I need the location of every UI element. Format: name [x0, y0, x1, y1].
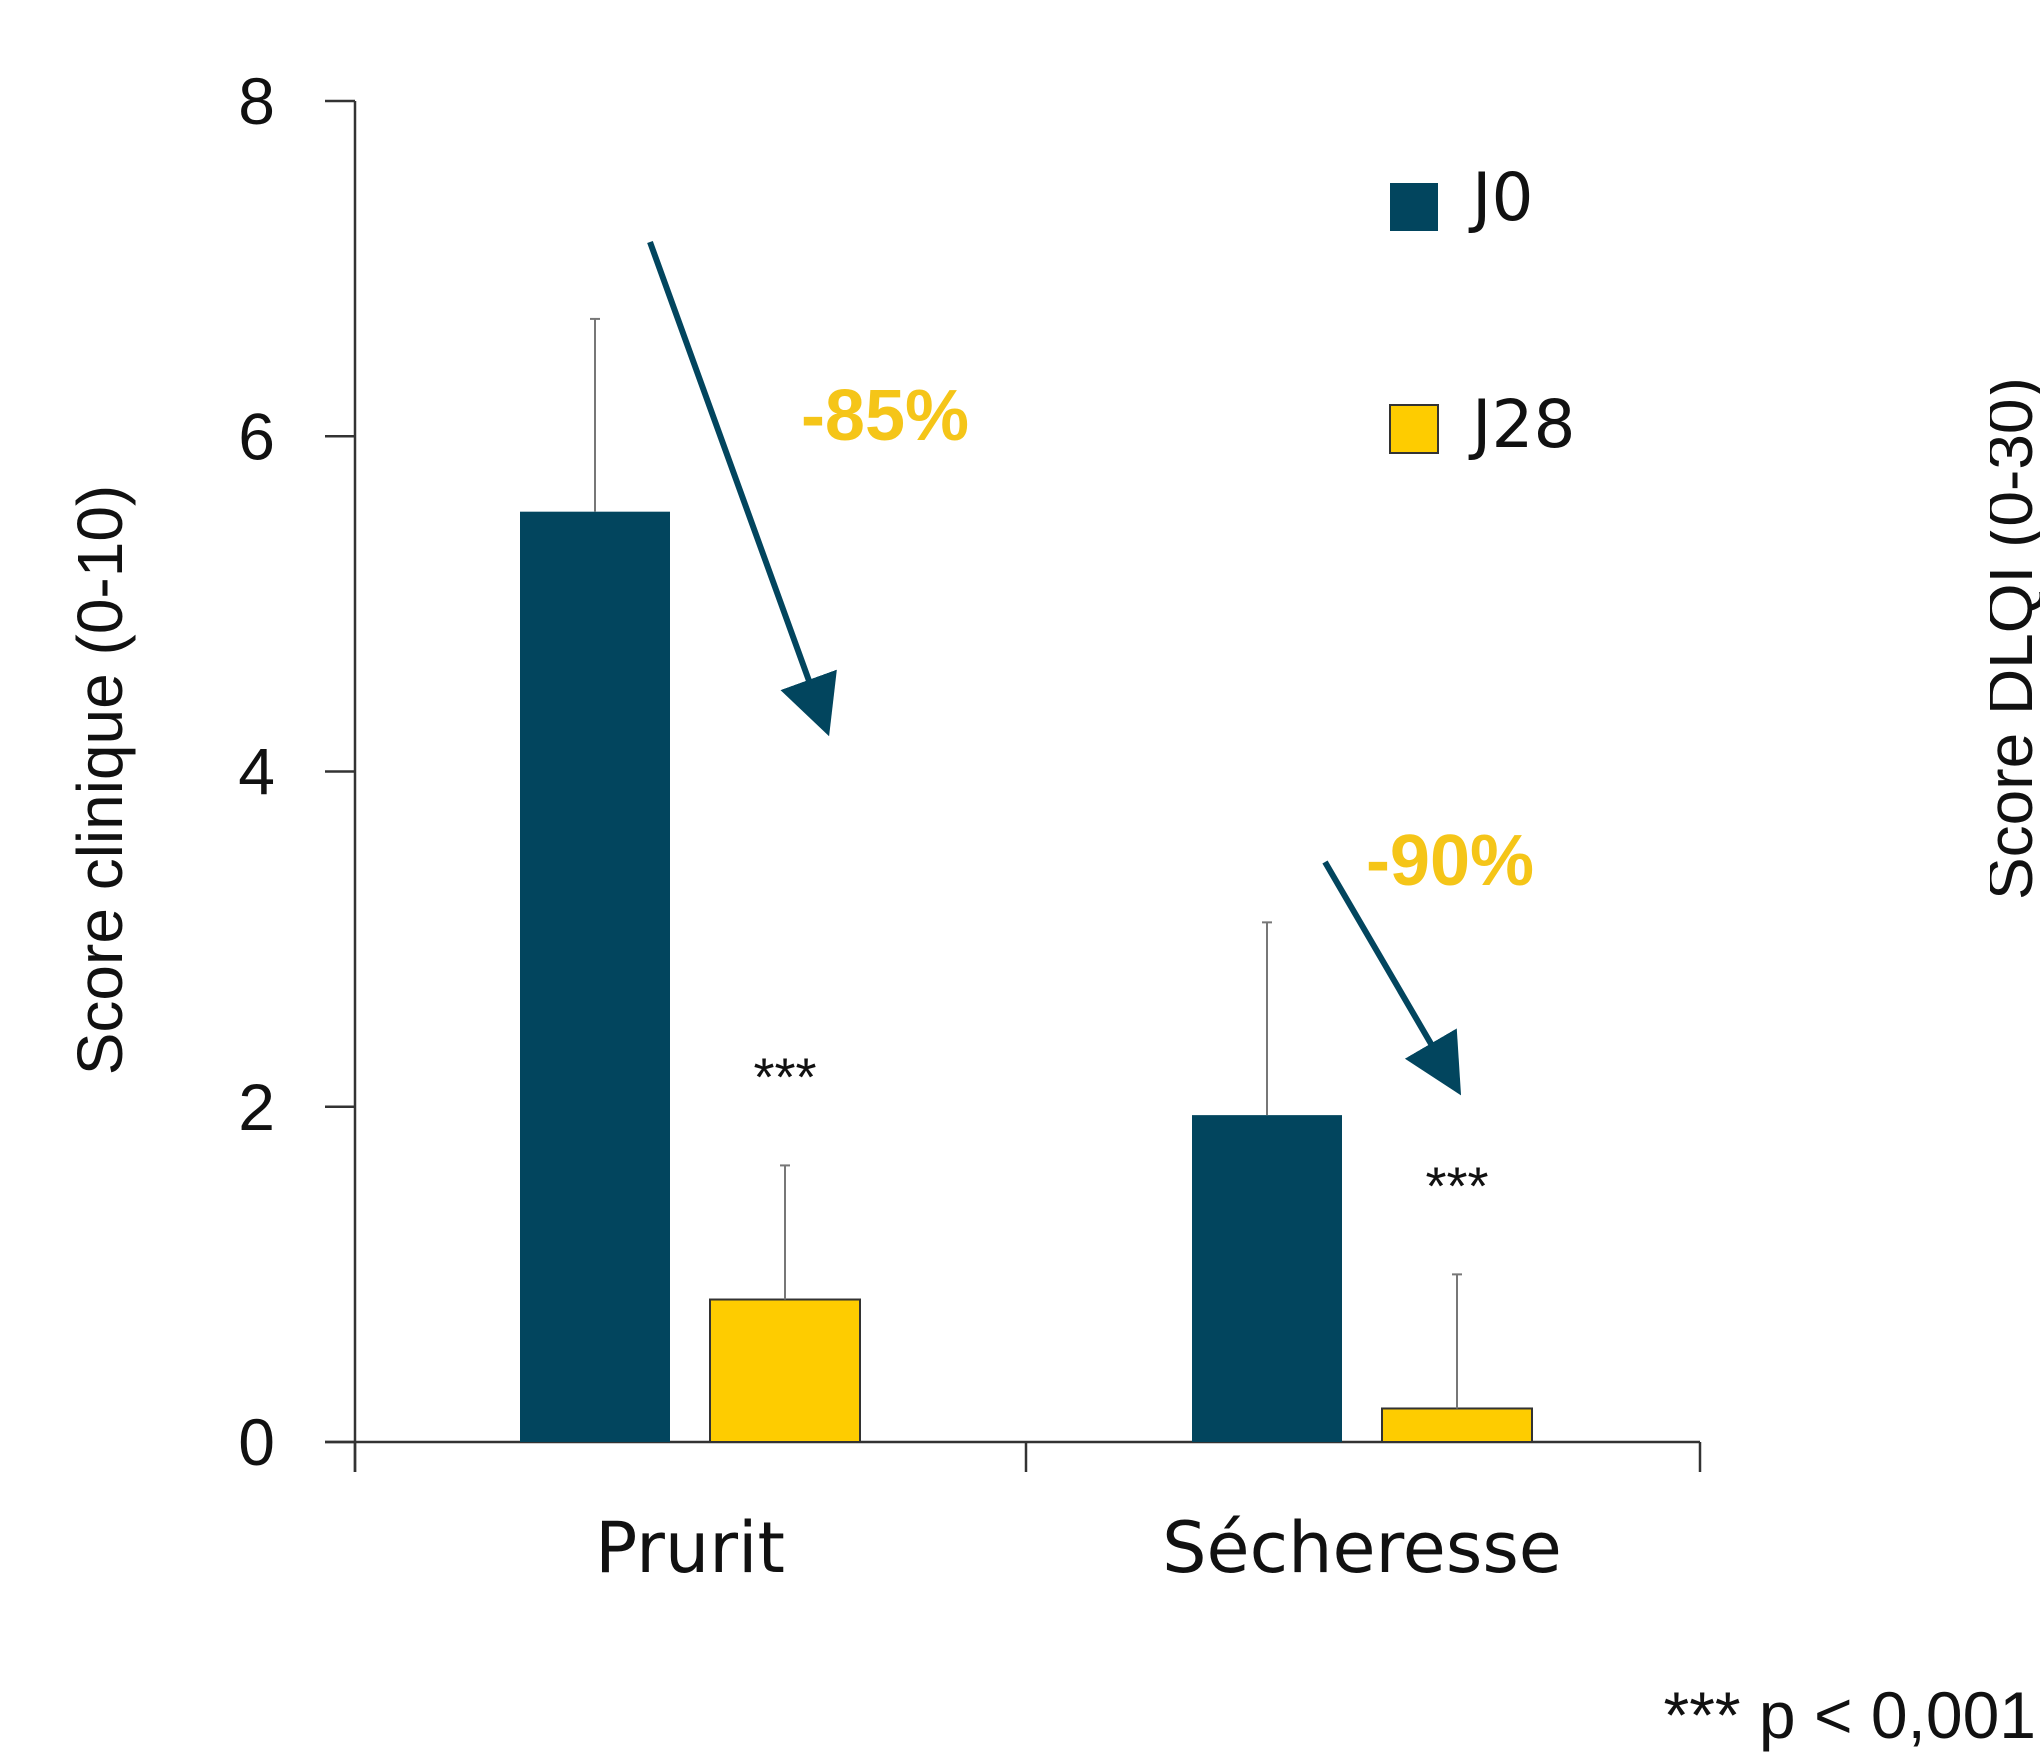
axes: 0 2 4 6 8 Prurit Sécheresse	[238, 64, 1702, 1589]
reduction-label: -90%	[1366, 821, 1534, 901]
y-tick-label: 6	[238, 399, 275, 473]
legend-label-j28: J28	[1468, 386, 1575, 463]
bar-j28-1	[1381, 1407, 1533, 1443]
bar-j0-0	[520, 511, 670, 1442]
legend: J0 J28	[1389, 159, 1575, 463]
trend-arrow	[647, 240, 837, 737]
y-tick-label: 0	[238, 1405, 275, 1479]
y-tick-label: 2	[238, 1070, 275, 1144]
y-axis-title: Score clinique (0-10)	[64, 485, 136, 1076]
significance-footnote: *** p < 0,001	[1664, 1678, 2036, 1752]
annotations-group: -85% -90% *** ***	[647, 240, 1534, 1216]
trend-arrow	[1322, 860, 1462, 1096]
x-category-label: Prurit	[595, 1507, 785, 1589]
legend-label-j0: J0	[1468, 159, 1533, 236]
legend-swatch-j28	[1389, 404, 1439, 454]
bars-group	[520, 317, 1533, 1444]
x-category-label: Sécheresse	[1162, 1507, 1562, 1589]
right-y-axis-title: Score DLQI (0-30)	[1974, 377, 2040, 900]
y-tick-label: 8	[238, 64, 275, 138]
bar-j0-1	[1192, 1115, 1342, 1442]
significance-stars: ***	[1425, 1156, 1488, 1216]
y-tick-label: 4	[238, 735, 275, 809]
legend-swatch-j0	[1390, 183, 1438, 231]
significance-stars: ***	[753, 1047, 816, 1107]
bar-j28-0	[709, 1298, 861, 1444]
reduction-label: -85%	[801, 376, 969, 456]
